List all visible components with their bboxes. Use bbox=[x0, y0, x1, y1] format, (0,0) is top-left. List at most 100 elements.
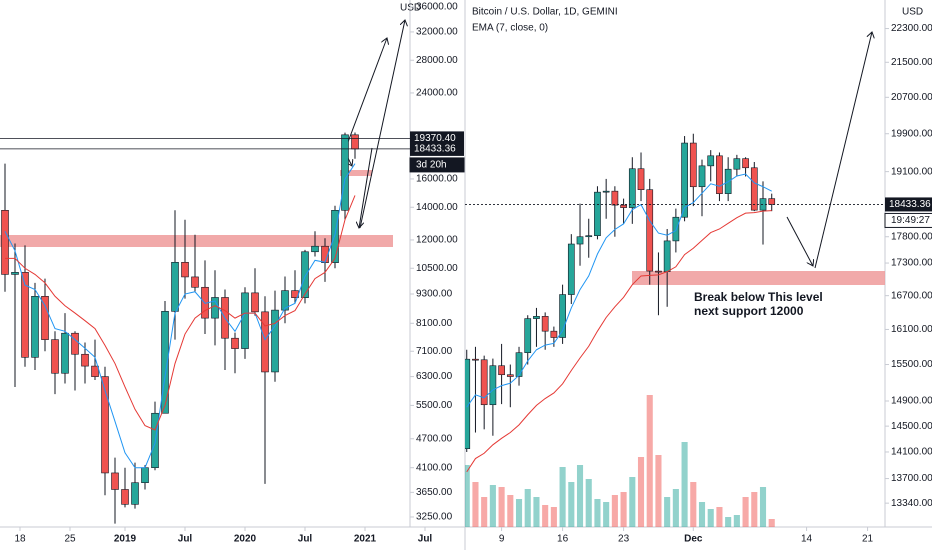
y-tick-label: 13700.00 bbox=[891, 473, 932, 484]
candle-body bbox=[498, 365, 505, 376]
countdown-box bbox=[884, 212, 932, 228]
price-label: 19370.40 bbox=[414, 133, 456, 144]
candle-body bbox=[41, 295, 49, 340]
x-tick-label: 18 bbox=[14, 534, 26, 545]
candle-body bbox=[506, 374, 514, 377]
candle-body bbox=[281, 290, 289, 311]
candle-body bbox=[251, 292, 259, 313]
volume-bar bbox=[507, 495, 514, 527]
candle-body bbox=[515, 352, 523, 377]
volume-bar bbox=[707, 509, 714, 527]
y-tick-label: 12000.00 bbox=[416, 235, 458, 246]
candle-body bbox=[637, 168, 645, 190]
arrow bbox=[786, 216, 813, 266]
volume-bar bbox=[533, 497, 540, 527]
x-tick-label: 25 bbox=[64, 534, 76, 545]
zone bbox=[632, 271, 885, 285]
y-tick-label: 3650.00 bbox=[416, 487, 453, 498]
candle-body bbox=[602, 190, 610, 193]
volume-bar bbox=[681, 442, 688, 527]
volume-bar bbox=[550, 507, 557, 527]
y-tick-label: 4700.00 bbox=[416, 433, 453, 444]
y-tick-label: 14500.00 bbox=[891, 421, 932, 432]
volume-bar bbox=[515, 499, 523, 527]
volume-bar bbox=[594, 499, 601, 527]
currency-label: USD bbox=[902, 7, 923, 18]
y-tick-label: 32000.00 bbox=[416, 27, 458, 38]
candle-body bbox=[628, 168, 636, 208]
y-tick-label: 19900.00 bbox=[891, 128, 932, 139]
candle-body bbox=[620, 204, 627, 208]
ema-line bbox=[466, 173, 772, 408]
candle-body bbox=[768, 198, 776, 205]
volume-bar bbox=[542, 505, 549, 527]
candle-body bbox=[472, 358, 479, 361]
y-tick-label: 17800.00 bbox=[891, 231, 932, 242]
y-tick-label: 8100.00 bbox=[416, 318, 453, 329]
countdown-box bbox=[409, 157, 465, 173]
y-tick-label: 17300.00 bbox=[891, 258, 932, 269]
price-label: 18433.36 bbox=[414, 144, 456, 155]
volume-bar bbox=[733, 515, 740, 527]
candle-body bbox=[611, 190, 619, 206]
x-tick-label: 16 bbox=[557, 534, 569, 545]
ema-line bbox=[5, 195, 356, 431]
x-tick-label: 21 bbox=[862, 534, 874, 545]
y-tick-label: 7100.00 bbox=[416, 346, 453, 357]
volume-bar bbox=[637, 457, 645, 527]
candle-body bbox=[231, 337, 239, 349]
candle-body bbox=[121, 489, 129, 505]
arrow bbox=[344, 38, 387, 151]
volume-bar bbox=[465, 465, 470, 527]
candle-body bbox=[576, 236, 584, 245]
annotation: Break below This level bbox=[694, 290, 823, 304]
candle-body bbox=[261, 311, 269, 373]
zone bbox=[340, 170, 372, 176]
candle-body bbox=[181, 261, 189, 278]
candle-body bbox=[594, 191, 601, 236]
candle-body bbox=[61, 332, 69, 374]
arrow bbox=[814, 32, 872, 269]
candle-body bbox=[141, 467, 149, 484]
y-tick-label: 5500.00 bbox=[416, 400, 453, 411]
y-tick-label: 21500.00 bbox=[891, 57, 932, 68]
y-tick-label: 28000.00 bbox=[416, 55, 458, 66]
candle-body bbox=[301, 251, 309, 298]
candle-body bbox=[351, 134, 359, 150]
volume-bar bbox=[768, 519, 775, 527]
arrow bbox=[359, 20, 405, 229]
price-label-box bbox=[410, 131, 464, 146]
candle-body bbox=[11, 272, 19, 275]
y-tick-label: 19100.00 bbox=[891, 166, 932, 177]
price-label-box bbox=[885, 197, 932, 212]
volume-bar bbox=[472, 482, 479, 527]
y-tick-label: 4100.00 bbox=[416, 462, 453, 473]
volume-bar bbox=[568, 482, 575, 527]
volume-bar bbox=[672, 489, 679, 527]
x-tick-label: 2021 bbox=[354, 534, 377, 545]
candle-body bbox=[585, 235, 593, 238]
candle-body bbox=[31, 295, 39, 358]
x-tick-label: 2019 bbox=[114, 534, 137, 545]
candle-body bbox=[698, 165, 706, 188]
candle-body bbox=[550, 330, 558, 338]
plot bbox=[1, 132, 359, 524]
candle-body bbox=[567, 243, 575, 295]
x-tick-label: Jul bbox=[298, 534, 313, 545]
x-tick-label: 14 bbox=[801, 534, 813, 545]
candle-body bbox=[161, 311, 169, 414]
ema-line bbox=[466, 210, 772, 473]
y-tick-label: 10500.00 bbox=[416, 263, 458, 274]
x-tick-label: 9 bbox=[499, 534, 505, 545]
volume-bar bbox=[698, 502, 706, 527]
y-tick-label: 6300.00 bbox=[416, 371, 453, 382]
volume-bar bbox=[629, 477, 636, 527]
y-tick-label: 22300.00 bbox=[891, 23, 932, 34]
currency-label: USD bbox=[400, 3, 421, 14]
y-tick-label: 16700.00 bbox=[891, 290, 932, 301]
price-label-box bbox=[410, 141, 464, 156]
candle-body bbox=[716, 155, 723, 194]
candle-body bbox=[541, 316, 549, 332]
chart-title: Bitcoin / U.S. Dollar, 1D, GEMINI bbox=[472, 7, 618, 18]
candle-body bbox=[51, 339, 59, 374]
